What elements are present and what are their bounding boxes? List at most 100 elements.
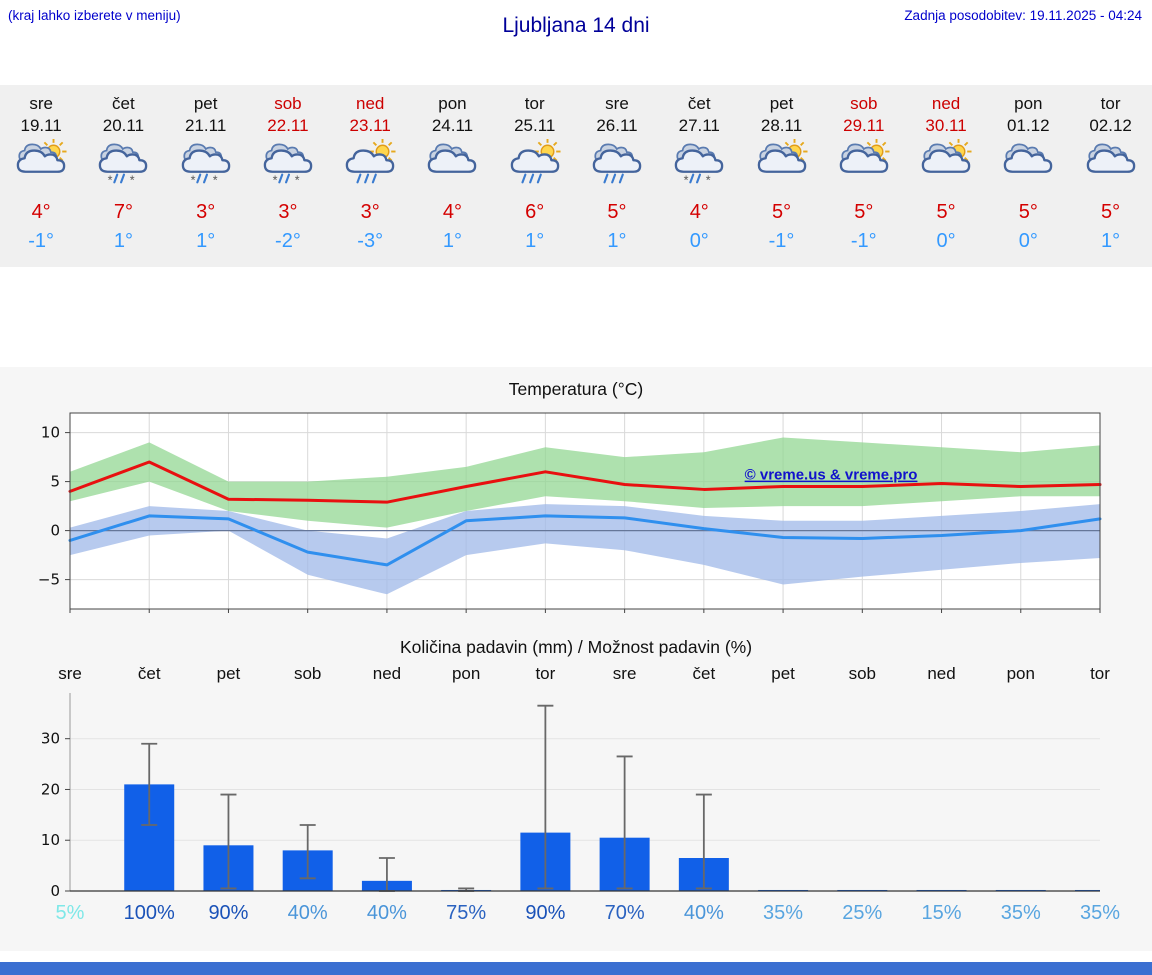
high-temperature: 7° [113,201,133,223]
day-label: čet [138,664,161,683]
day-name: tor [1100,94,1121,113]
forecast-day[interactable]: tor 02.12 5° 1° [1069,93,1151,255]
forecast-day[interactable]: ned 23.11 3° -3° [329,93,411,255]
day-label: sre [58,664,82,683]
day-label: ned [373,664,401,683]
precip-probability: 90% [525,902,565,924]
day-label: sre [613,664,637,683]
day-date: 25.11 [514,116,556,135]
precip-probability: 75% [446,902,486,924]
precip-probability: 35% [763,902,803,924]
high-temperature: 5° [607,201,627,223]
low-temperature: 0° [1018,230,1038,252]
svg-text:*: * [212,173,217,187]
sun-cloud-icon [905,139,987,195]
forecast-day[interactable]: tor 25.11 6° 1° [494,93,576,255]
high-temperature: 3° [196,201,216,223]
rain-icon [576,139,658,195]
y-tick-label: 10 [41,831,60,849]
day-name: ned [931,94,961,113]
low-temperature: 0° [689,230,709,252]
last-update-text: Zadnja posodobitev: 19.11.2025 - 04:24 [904,8,1142,23]
low-temperature: 1° [113,230,133,252]
high-temperature: 4° [689,201,709,223]
forecast-day[interactable]: pon 24.11 4° 1° [411,93,493,255]
day-name: tor [524,94,545,113]
day-date: 28.11 [760,116,803,135]
forecast-day[interactable]: čet 20.11 * * 7° 1° [82,93,164,255]
high-temperature: 5° [1018,201,1038,223]
day-label: pet [217,664,241,683]
header: (kraj lahko izberete v meniju) Ljubljana… [0,0,1152,60]
y-tick-label: 0 [50,882,60,900]
sun-cloud-icon [740,139,822,195]
high-temperature: 5° [771,201,792,223]
day-label: čet [693,664,716,683]
day-date: 01.12 [1007,116,1050,135]
forecast-day[interactable]: pet 28.11 5° -1° [740,93,822,255]
high-temperature: 6° [525,201,545,223]
low-temperature: -1° [850,230,877,252]
y-tick-label: 5 [50,473,60,491]
forecast-day[interactable]: sre 19.11 4° -1° [0,93,82,255]
forecast-day[interactable]: pon 01.12 5° 0° [987,93,1069,255]
forecast-day[interactable]: čet 27.11 * * 4° 0° [658,93,740,255]
high-temperature: 5° [854,201,874,223]
forecast-day[interactable]: ned 30.11 5° 0° [905,93,987,255]
precip-probability: 40% [288,902,328,924]
high-temperature: 4° [31,201,51,223]
temperature-chart: −5 0 5 10 © vreme.us & vreme.pro [38,412,1102,613]
day-date: 02.12 [1089,116,1132,135]
footer-bar [0,962,1152,975]
y-tick-label: −5 [38,571,60,589]
day-name: sre [605,94,629,113]
day-label: ned [927,664,955,683]
day-name: ned [356,94,385,113]
y-tick-label: 30 [41,730,60,748]
max-temperature-line [68,460,1102,504]
precipitation-chart: sre čet pet sob ned pon tor sre čet pet sob ned pon t… [41,664,1120,924]
day-date: 29.11 [843,116,885,135]
day-name: čet [687,94,711,113]
precip-probability: 40% [367,902,407,924]
svg-text:*: * [273,173,278,187]
y-tick-label: 10 [41,424,60,442]
day-name: pet [193,94,218,113]
cloudy-icon [411,139,493,195]
precip-probability: 25% [842,902,882,924]
low-temperature: 1° [442,230,463,252]
svg-text:*: * [706,173,711,187]
day-date: 21.11 [185,116,227,135]
max-range-band [70,437,1100,528]
day-name: pon [1014,94,1043,113]
watermark-link[interactable]: © vreme.us & vreme.pro [745,467,918,484]
day-date: 22.11 [267,116,309,135]
precip-probability: 35% [1001,902,1041,924]
plot-border [69,412,1101,610]
y-tick-label: 20 [41,780,60,798]
day-label: sob [294,664,321,683]
day-label: sob [849,664,876,683]
sun-cloud-icon [0,139,82,195]
cloudy-icon [1069,139,1151,195]
low-temperature: 1° [196,230,216,252]
high-temperature: 5° [1101,201,1121,223]
day-date: 23.11 [349,116,391,135]
precip-probability: 35% [1080,902,1120,924]
forecast-day[interactable]: pet 21.11 * * 3° 1° [165,93,247,255]
precipitation-chart-title: Količina padavin (mm) / Možnost padavin … [399,637,753,657]
rain-snow-icon: * * [658,139,740,195]
forecast-day[interactable]: sob 22.11 * * 3° -2° [247,93,329,255]
forecast-day[interactable]: sre 26.11 5° 1° [576,93,658,255]
sun-cloud-icon [823,139,905,195]
sun-rain-icon [329,139,411,195]
high-temperature: 4° [442,201,463,223]
precip-probability: 90% [208,902,248,924]
svg-text:*: * [295,173,300,187]
precip-probability: 15% [922,902,962,924]
svg-text:*: * [190,173,195,187]
day-date: 30.11 [925,116,967,135]
day-name: pon [438,94,467,113]
forecast-day[interactable]: sob 29.11 5° -1° [823,93,905,255]
charts-section: Temperatura (°C) −5 0 5 10 © vreme.us & vrem… [0,367,1152,951]
